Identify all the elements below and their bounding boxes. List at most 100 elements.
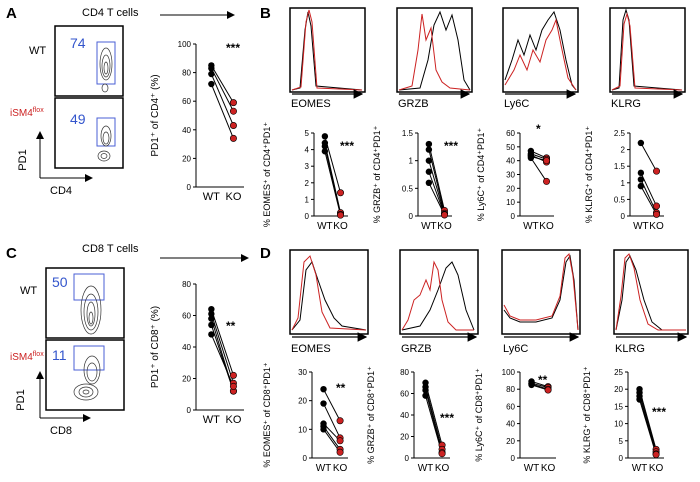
y-tick-label: 60 xyxy=(182,97,191,106)
y-tick-label: 0 xyxy=(621,212,626,221)
wt-point xyxy=(425,179,433,186)
panel-a-wt-percent: 74 xyxy=(70,35,86,51)
ko-point xyxy=(229,122,237,130)
chart-d-grzb: 0 20 40 60 80 WT KO % GRZB⁺ of CD8⁺PD1⁺ *** xyxy=(366,366,454,474)
significance-marker: ** xyxy=(226,319,236,333)
ko-trace xyxy=(615,253,686,331)
wt-point xyxy=(208,65,215,72)
wt-point xyxy=(637,176,645,183)
significance-marker: *** xyxy=(226,41,240,55)
y-tick-label: 20 xyxy=(400,433,409,442)
pair-line xyxy=(210,313,234,384)
panel-c-wt-percent: 50 xyxy=(52,274,68,290)
ko-trace xyxy=(291,9,363,91)
pair-line xyxy=(210,65,234,103)
wt-point xyxy=(208,331,215,338)
y-tick-label: 60 xyxy=(506,129,515,138)
wt-trace xyxy=(504,10,577,91)
hist-label: KLRG xyxy=(615,343,645,355)
panel-a-x-axis-label: CD4 xyxy=(50,185,72,197)
significance-marker: ** xyxy=(336,381,346,395)
ko-trace xyxy=(504,18,577,91)
x-label-ko: KO xyxy=(333,221,348,232)
wt-trace xyxy=(611,8,683,91)
y-tick-label: 0 xyxy=(619,454,624,463)
y-axis-label: % GRZB⁺ of CD4⁺PD1⁺ xyxy=(372,125,382,223)
y-tick-label: 40 xyxy=(400,411,409,420)
x-label-wt: WT xyxy=(421,221,437,232)
ko-point xyxy=(229,134,237,142)
panel-letter-b: B xyxy=(260,5,271,22)
ko-point xyxy=(543,177,551,185)
x-label-wt: WT xyxy=(523,221,539,232)
y-tick-label: 10 xyxy=(298,425,307,434)
x-label-wt: WT xyxy=(524,463,540,474)
pair-line xyxy=(210,73,234,126)
wt-point xyxy=(528,381,535,389)
y-axis-label: % EOMES⁺ of CD8⁺PD1⁺ xyxy=(262,362,272,468)
y-tick-label: 1 xyxy=(621,179,626,188)
panel-a-ko-percent: 49 xyxy=(70,111,86,127)
ko-trace xyxy=(611,12,683,91)
wt-point xyxy=(637,169,645,177)
y-tick-label: 0 xyxy=(511,212,516,221)
pair-line xyxy=(530,157,547,182)
y-tick-label: 0 xyxy=(511,454,516,463)
y-tick-label: 0 xyxy=(303,454,308,463)
x-label-wt: WT xyxy=(633,221,649,232)
ko-point xyxy=(336,437,344,445)
x-label-ko: KO xyxy=(435,463,450,474)
wt-point xyxy=(321,143,329,150)
chart-d-klrg: 0 5 10 15 20 25 WT KO % KLRG⁺ of CD8⁺PD1⁺ *** xyxy=(582,366,666,474)
y-tick-label: 40 xyxy=(182,126,191,135)
ko-trace xyxy=(401,260,474,331)
x-label-ko: KO xyxy=(437,221,452,232)
x-label-ko: KO xyxy=(649,463,664,474)
panel-c-ko-gate xyxy=(73,345,105,371)
y-tick-label: 3 xyxy=(305,162,310,171)
ko-point xyxy=(337,189,345,197)
wt-trace xyxy=(615,254,686,331)
hist-label: Ly6C xyxy=(504,98,529,110)
chart-b-klrg: 0 0.5 1 1.5 2 2.5 WT KO % KLRG⁺ of CD4⁺PD1⁺ xyxy=(584,126,664,232)
chart-b-ly6c: 0 10 20 30 40 50 60 WT KO % Ly6C⁺ of CD4⁺PD1⁺ * xyxy=(476,122,554,232)
y-tick-label: 40 xyxy=(506,420,515,429)
y-tick-label: 20 xyxy=(182,154,191,163)
y-tick-label: 2 xyxy=(621,146,626,155)
panel-c-ko-contour xyxy=(73,355,101,401)
panel-d-hist-grzb: GRZB xyxy=(399,249,479,355)
y-tick-label: 10 xyxy=(614,420,623,429)
wt-point xyxy=(208,70,215,78)
chart-d-eomes: 0 10 20 30 WT KO % EOMES⁺ of CD8⁺PD1⁺ ** xyxy=(262,362,348,474)
y-tick-label: 5 xyxy=(619,437,624,446)
panel-c-wt-contour xyxy=(80,285,102,335)
y-tick-label: 60 xyxy=(182,312,191,321)
panel-c-ko-flow-plot xyxy=(45,339,125,411)
y-tick-label: 0 xyxy=(187,406,192,415)
pair-line xyxy=(640,142,657,172)
y-tick-label: 60 xyxy=(506,402,515,411)
chart-d-ly6c: 0 20 40 60 80 100 WT KO % Ly6C⁺ of CD8⁺PD1⁺ ** xyxy=(474,368,556,474)
ko-point xyxy=(229,371,237,379)
wt-point xyxy=(208,315,215,322)
y-tick-label: 1.5 xyxy=(614,162,626,171)
y-axis-label: % KLRG⁺ of CD8⁺PD1⁺ xyxy=(582,366,592,464)
ko-point xyxy=(653,210,661,218)
panel-a-wt-flow-plot xyxy=(54,25,124,97)
panel-a-wt-contour xyxy=(99,47,113,93)
panel-d-hist-ly6c: Ly6C xyxy=(501,249,581,355)
y-tick-label: 30 xyxy=(298,368,307,377)
y-axis-label: % KLRG⁺ of CD4⁺PD1⁺ xyxy=(584,126,594,224)
panel-b-hist-grzb: GRZB xyxy=(396,7,473,110)
hist-label: GRZB xyxy=(398,98,429,110)
pair-line xyxy=(210,83,234,139)
pair-line xyxy=(425,386,443,450)
chart-b-eomes: 0 1 2 3 4 5 WT KO % EOMES⁺ of CD4⁺PD1⁺ *** xyxy=(262,122,354,232)
panel-b: B EOMES GRZB Ly6C KLRG xyxy=(260,5,686,110)
panel-c-wt-flow-plot xyxy=(45,267,125,339)
pair-line xyxy=(210,324,234,392)
significance-marker: *** xyxy=(340,139,354,153)
panel-a-ko-flow-plot xyxy=(54,97,124,169)
panel-letter-c: C xyxy=(6,245,17,262)
